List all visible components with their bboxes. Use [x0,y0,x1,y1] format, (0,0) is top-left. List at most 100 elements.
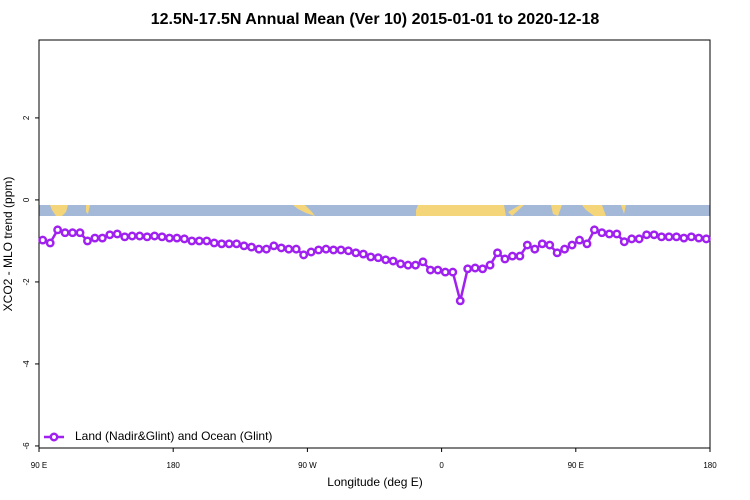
data-point [157,232,167,242]
x-tick-label: 90 W [298,461,317,470]
data-point [97,233,107,243]
data-point [254,244,264,254]
data-point [425,265,435,275]
data-point [388,256,398,266]
data-point [440,267,450,277]
data-point [686,232,696,242]
data-point [411,260,420,270]
data-point [657,232,666,242]
data-point [403,260,413,270]
data-point [172,233,182,243]
data-point [83,236,92,246]
data-point [664,232,674,242]
plot-frame [38,39,711,449]
data-point [336,245,346,255]
data-point [463,264,473,274]
chart-title: 12.5N-17.5N Annual Mean (Ver 10) 2015-01… [151,11,600,28]
data-point [351,248,361,258]
data-point [537,239,547,249]
data-point [314,245,324,255]
x-tick-label: 0 [439,461,444,470]
data-point [209,238,219,248]
map-strip [39,205,710,216]
data-point [105,230,115,240]
data-point [627,234,637,244]
data-point [418,257,428,267]
data-point [560,244,570,254]
data-point [485,260,495,270]
data-point [545,240,555,250]
data-point [194,236,204,246]
data-point [60,228,70,238]
data-point [604,229,614,239]
data-point [202,236,212,246]
data-point [649,230,659,240]
data-point [507,251,517,261]
data-point [522,240,532,250]
data-point [224,239,234,249]
legend-marker [49,432,59,442]
y-tick-label: 2 [22,115,31,120]
data-point [358,249,368,259]
data-point [448,267,458,277]
data-point [284,244,294,254]
data-point [321,244,331,254]
data-point [619,237,629,247]
data-point [261,244,271,254]
data-point [269,241,279,251]
data-point [343,246,353,256]
data-point [373,253,383,263]
data-point [38,235,48,245]
data-point [381,255,391,265]
data-point [239,241,249,251]
data-point [299,250,309,260]
x-tick-label: 180 [167,461,181,470]
data-point [217,239,227,249]
data-point [575,235,584,245]
data-point [679,233,689,243]
data-point [530,244,540,254]
y-tick-label: -6 [22,442,31,450]
data-point [329,245,338,255]
data-point [276,243,286,253]
data-point [500,254,510,264]
data-point [135,231,145,241]
data-point [433,265,443,275]
x-tick-label: 180 [703,461,717,470]
data-point [589,225,599,235]
x-tick-label: 90 E [568,461,584,470]
data-point [187,236,197,246]
data-point [366,252,376,262]
data-point [455,296,465,306]
data-point [470,263,480,273]
data-point [291,244,301,254]
data-point [694,233,704,243]
data-point [150,231,160,241]
data-point [45,238,55,248]
data-point [68,228,78,238]
data-point [120,232,130,242]
data-point [597,228,607,238]
data-point [179,234,189,244]
data-point [142,232,152,242]
data-point [642,230,652,240]
x-axis-label: Longitude (deg E) [327,475,422,489]
data-point [478,264,488,274]
data-point [53,225,63,235]
data-point [701,234,711,244]
data-point [75,228,85,238]
data-point [127,231,137,241]
data-point [552,248,562,258]
y-tick-label: -4 [22,360,31,368]
data-point [515,251,525,261]
data-point [247,242,256,252]
data-point [90,233,100,243]
data-point [612,229,622,239]
data-point [634,234,644,244]
x-tick-label: 90 E [31,461,47,470]
data-point [567,240,577,250]
data-point [306,247,316,257]
y-axis-label: XCO2 - MLO trend (ppm) [1,177,15,312]
